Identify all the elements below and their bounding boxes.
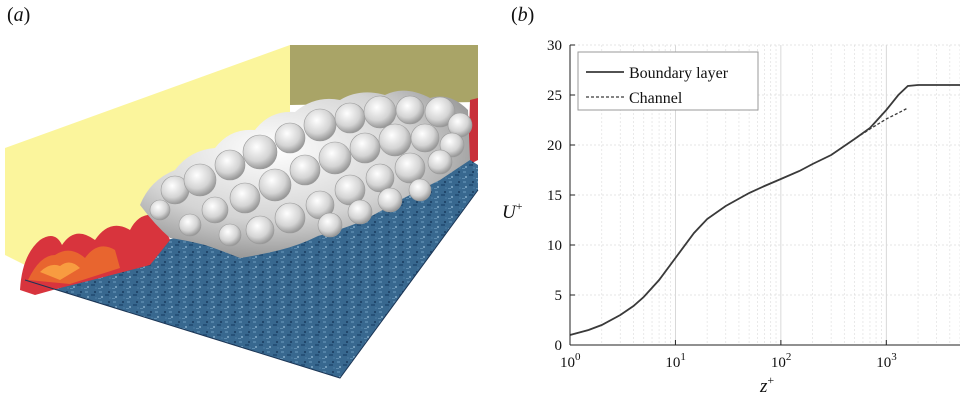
y-axis-label: U+ xyxy=(502,199,523,223)
legend-box xyxy=(577,51,759,111)
panel-a-label: (a) xyxy=(7,4,31,26)
y-tick-label: 5 xyxy=(555,288,563,304)
x-tick-label: 100 xyxy=(560,351,581,371)
x-tick-label: 102 xyxy=(771,351,792,371)
y-tick-label: 25 xyxy=(547,88,562,104)
x-tick-label: 101 xyxy=(665,351,686,371)
legend-entry-channel: Channel xyxy=(629,90,683,107)
y-tick-label: 20 xyxy=(547,138,562,154)
series-boundary-layer xyxy=(569,84,960,336)
panel-b-label: (b) xyxy=(511,4,535,26)
y-tick-label: 10 xyxy=(547,238,562,254)
y-tick-label: 0 xyxy=(555,338,563,354)
x-tick-label: 103 xyxy=(876,351,897,371)
x-axis-label: z+ xyxy=(759,373,774,397)
boundary-layer-visualization xyxy=(5,45,479,379)
series-channel xyxy=(569,107,909,336)
back-wall xyxy=(290,45,478,105)
y-tick-label: 15 xyxy=(547,188,562,204)
legend-entry-boundary-layer: Boundary layer xyxy=(629,65,729,82)
side-wall xyxy=(5,45,290,270)
y-tick-label: 30 xyxy=(547,38,562,54)
